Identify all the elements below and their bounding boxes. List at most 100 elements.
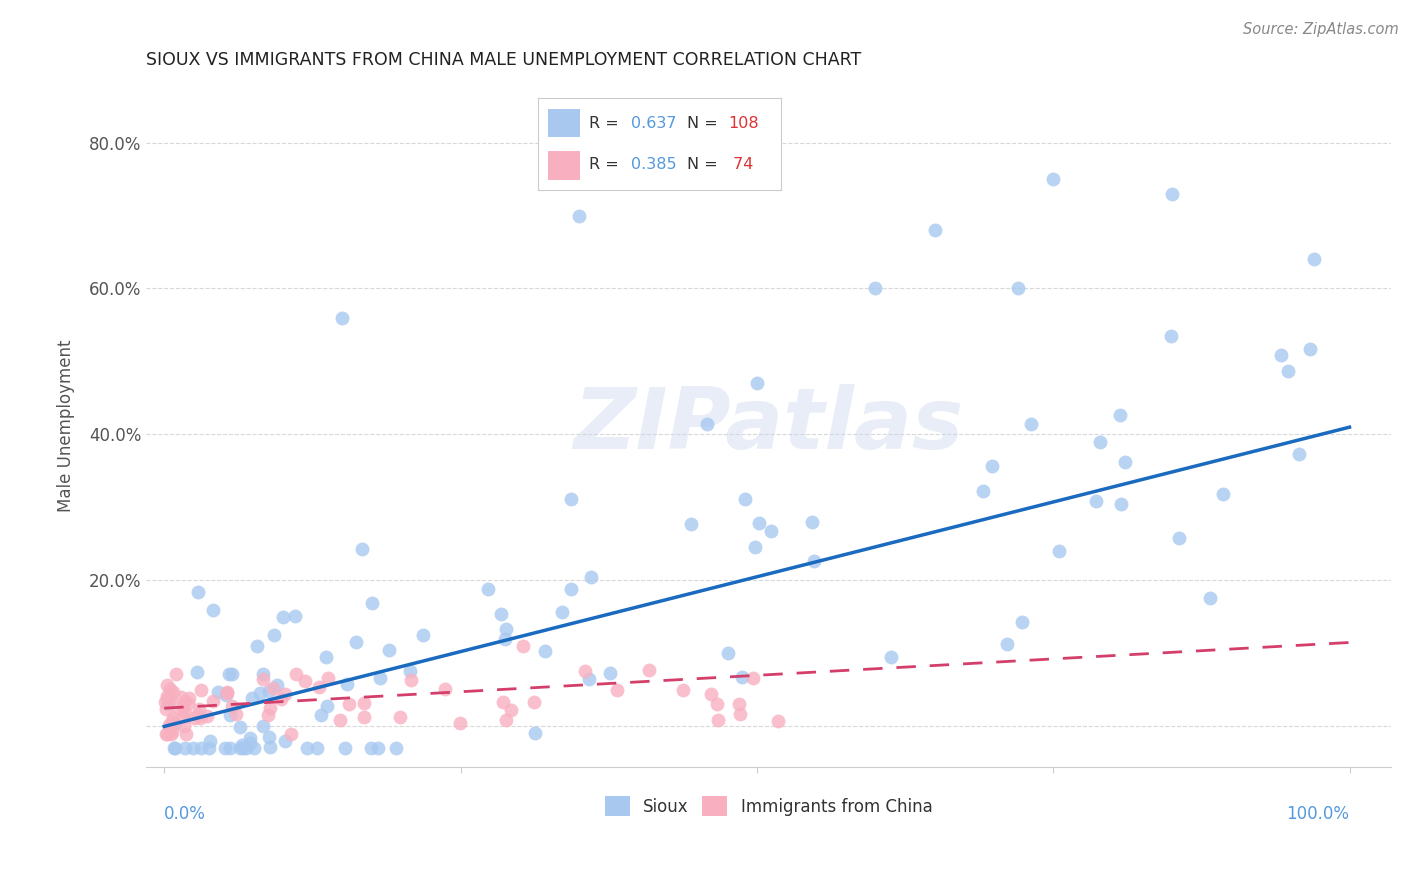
Point [215,684,238,698]
Point [337,697,360,711]
Point [215,689,238,703]
Point [221,699,243,714]
Point [501,703,523,717]
Point [270,692,292,706]
Point [187,585,209,599]
Point [197,708,219,723]
Point [198,734,221,748]
Point [162,685,184,699]
Point [316,698,339,713]
Point [187,707,209,722]
Point [188,702,211,716]
Point [700,687,723,701]
Point [495,622,517,636]
Point [240,690,263,705]
Point [229,720,252,734]
Point [225,706,247,721]
Point [336,677,359,691]
Point [353,696,375,710]
Point [305,741,328,756]
Point [197,741,219,756]
Point [728,707,751,722]
Point [173,719,195,733]
Point [1114,455,1136,469]
Point [297,741,319,756]
Point [378,642,401,657]
Point [741,671,763,685]
Point [706,697,728,711]
Point [274,734,297,748]
Point [207,685,229,699]
Point [231,739,253,753]
Point [523,726,546,740]
Point [202,694,225,708]
Point [249,686,271,700]
Text: Source: ZipAtlas.com: Source: ZipAtlas.com [1243,22,1399,37]
Point [221,666,243,681]
Point [274,687,297,701]
Point [160,727,183,741]
Point [495,713,517,727]
Point [578,672,600,686]
Point [1212,487,1234,501]
Point [696,417,718,432]
Point [239,736,262,750]
Point [551,605,574,619]
Point [280,727,302,741]
Point [259,701,281,715]
Point [173,741,195,756]
Point [579,570,602,584]
Point [284,609,307,624]
Point [176,696,198,710]
Point [174,694,197,708]
Point [252,667,274,681]
Text: ZIPatlas: ZIPatlas [574,384,965,467]
Point [534,644,557,658]
Point [800,515,823,529]
Point [294,673,316,688]
Point [239,731,262,746]
Point [560,491,582,506]
Point [412,627,434,641]
Point [218,667,240,681]
Point [155,695,177,709]
Point [328,713,350,727]
Point [316,671,339,685]
Point [361,597,384,611]
Text: 0.0%: 0.0% [165,805,207,823]
Point [243,741,266,756]
Point [219,741,242,756]
Point [174,705,197,719]
Point [156,692,179,706]
Point [367,741,389,756]
Point [727,697,749,711]
Point [183,711,205,725]
Point [599,666,621,681]
Point [156,697,179,711]
Point [259,684,281,698]
Point [159,690,181,704]
Point [333,741,356,756]
Point [259,731,281,745]
Point [259,740,281,755]
Point [266,677,288,691]
Point [159,721,181,735]
Point [707,713,730,727]
Point [398,664,420,678]
Point [170,690,193,704]
Point [1299,342,1322,356]
Point [865,281,887,295]
Point [748,516,770,530]
Point [399,673,422,687]
Point [201,603,224,617]
Point [215,685,238,699]
Point [245,639,267,653]
Point [606,683,628,698]
Point [232,741,254,756]
Point [1109,408,1132,422]
Point [157,692,180,706]
Point [1160,186,1182,201]
Point [734,491,756,506]
Point [162,711,184,725]
Point [177,691,200,706]
